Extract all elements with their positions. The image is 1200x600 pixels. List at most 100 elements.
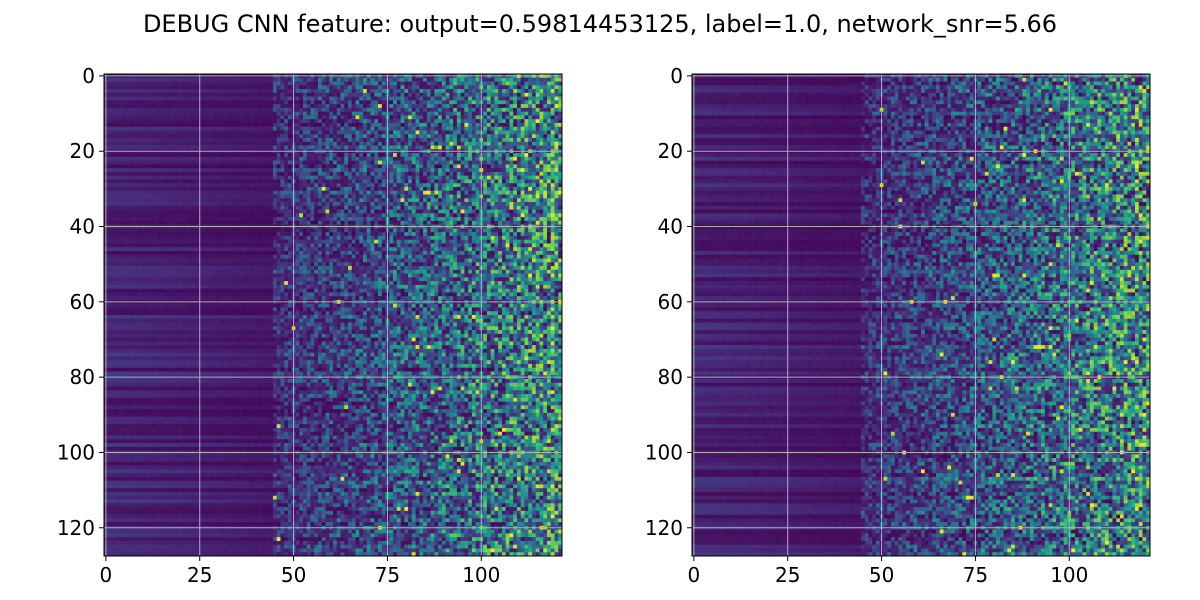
heatmap-cell: [464, 134, 468, 138]
heatmap-cell: [224, 97, 228, 101]
heatmap-cell: [217, 161, 221, 165]
heatmap-cell: [509, 210, 513, 214]
heatmap-cell: [348, 146, 352, 150]
heatmap-cell: [322, 221, 326, 225]
heatmap-cell: [187, 187, 191, 191]
heatmap-cell: [536, 176, 540, 180]
heatmap-cell: [378, 138, 382, 142]
heatmap-cell: [363, 172, 367, 176]
heatmap-cell: [145, 187, 149, 191]
heatmap-cell: [468, 78, 472, 82]
heatmap-cell: [457, 153, 461, 157]
heatmap-cell: [164, 191, 168, 195]
heatmap-cell: [127, 202, 131, 206]
heatmap-cell: [554, 176, 558, 180]
heatmap-cell: [318, 82, 322, 86]
heatmap-cell: [112, 134, 116, 138]
heatmap-cell: [401, 123, 405, 127]
heatmap-cell: [536, 210, 540, 214]
heatmap-cell: [442, 100, 446, 104]
heatmap-cell: [325, 202, 329, 206]
heatmap-cell: [220, 82, 224, 86]
heatmap-cell: [187, 123, 191, 127]
heatmap-cell: [172, 195, 176, 199]
heatmap-cell: [476, 198, 480, 202]
heatmap-cell: [453, 115, 457, 119]
heatmap-cell: [509, 161, 513, 165]
heatmap-cell: [363, 85, 367, 89]
heatmap-cell: [509, 183, 513, 187]
heatmap-cell: [539, 217, 543, 221]
heatmap-cell: [438, 142, 442, 146]
heatmap-cell: [363, 202, 367, 206]
heatmap-cell: [476, 89, 480, 93]
heatmap-cell: [108, 195, 112, 199]
heatmap-cell: [408, 127, 412, 131]
heatmap-cell: [487, 183, 491, 187]
heatmap-cell: [502, 104, 506, 108]
heatmap-cell: [280, 191, 284, 195]
heatmap-cell: [220, 164, 224, 168]
heatmap-cell: [183, 138, 187, 142]
heatmap-cell: [457, 100, 461, 104]
heatmap-cell: [464, 191, 468, 195]
heatmap-cell: [476, 119, 480, 123]
heatmap-cell: [521, 142, 525, 146]
heatmap-cell: [310, 153, 314, 157]
heatmap-cell: [513, 130, 517, 134]
heatmap-cell: [431, 78, 435, 82]
heatmap-cell: [528, 100, 532, 104]
heatmap-cell: [108, 210, 112, 214]
heatmap-cell: [164, 168, 168, 172]
heatmap-cell: [295, 153, 299, 157]
heatmap-cell: [318, 210, 322, 214]
heatmap-cell: [513, 187, 517, 191]
heatmap-cell: [243, 108, 247, 112]
heatmap-cell: [157, 134, 161, 138]
heatmap-cell: [438, 213, 442, 217]
heatmap-cell: [352, 179, 356, 183]
heatmap-cell: [502, 130, 506, 134]
heatmap-cell: [168, 100, 172, 104]
heatmap-cell: [318, 85, 322, 89]
heatmap-cell: [295, 157, 299, 161]
heatmap-cell: [434, 100, 438, 104]
heatmap-cell: [423, 195, 427, 199]
heatmap-cell: [371, 213, 375, 217]
heatmap-cell: [217, 206, 221, 210]
heatmap-cell: [168, 127, 172, 131]
heatmap-cell: [423, 104, 427, 108]
heatmap-cell: [427, 210, 431, 214]
heatmap-cell: [115, 179, 119, 183]
heatmap-cell: [524, 183, 528, 187]
heatmap-cell: [333, 78, 337, 82]
heatmap-cell: [262, 115, 266, 119]
heatmap-cell: [442, 164, 446, 168]
heatmap-cell: [457, 104, 461, 108]
heatmap-cell: [431, 210, 435, 214]
heatmap-cell: [487, 172, 491, 176]
heatmap-cell: [277, 112, 281, 116]
heatmap-cell: [160, 153, 164, 157]
heatmap-cell: [348, 183, 352, 187]
heatmap-cell: [543, 217, 547, 221]
heatmap-cell: [299, 221, 303, 225]
heatmap-cell: [284, 195, 288, 199]
heatmap-cell: [119, 89, 123, 93]
heatmap-cell: [532, 210, 536, 214]
heatmap-cell: [468, 191, 472, 195]
heatmap-cell: [295, 119, 299, 123]
heatmap-cell: [472, 85, 476, 89]
heatmap-cell: [352, 130, 356, 134]
heatmap-cell: [127, 198, 131, 202]
heatmap-cell: [145, 85, 149, 89]
heatmap-cell: [269, 85, 273, 89]
heatmap-cell: [153, 142, 157, 146]
heatmap-cell: [250, 153, 254, 157]
heatmap-cell: [209, 202, 213, 206]
heatmap-cell: [318, 93, 322, 97]
heatmap-cell: [472, 100, 476, 104]
heatmap-cell: [333, 119, 337, 123]
heatmap-cell: [228, 100, 232, 104]
heatmap-cell: [356, 127, 360, 131]
